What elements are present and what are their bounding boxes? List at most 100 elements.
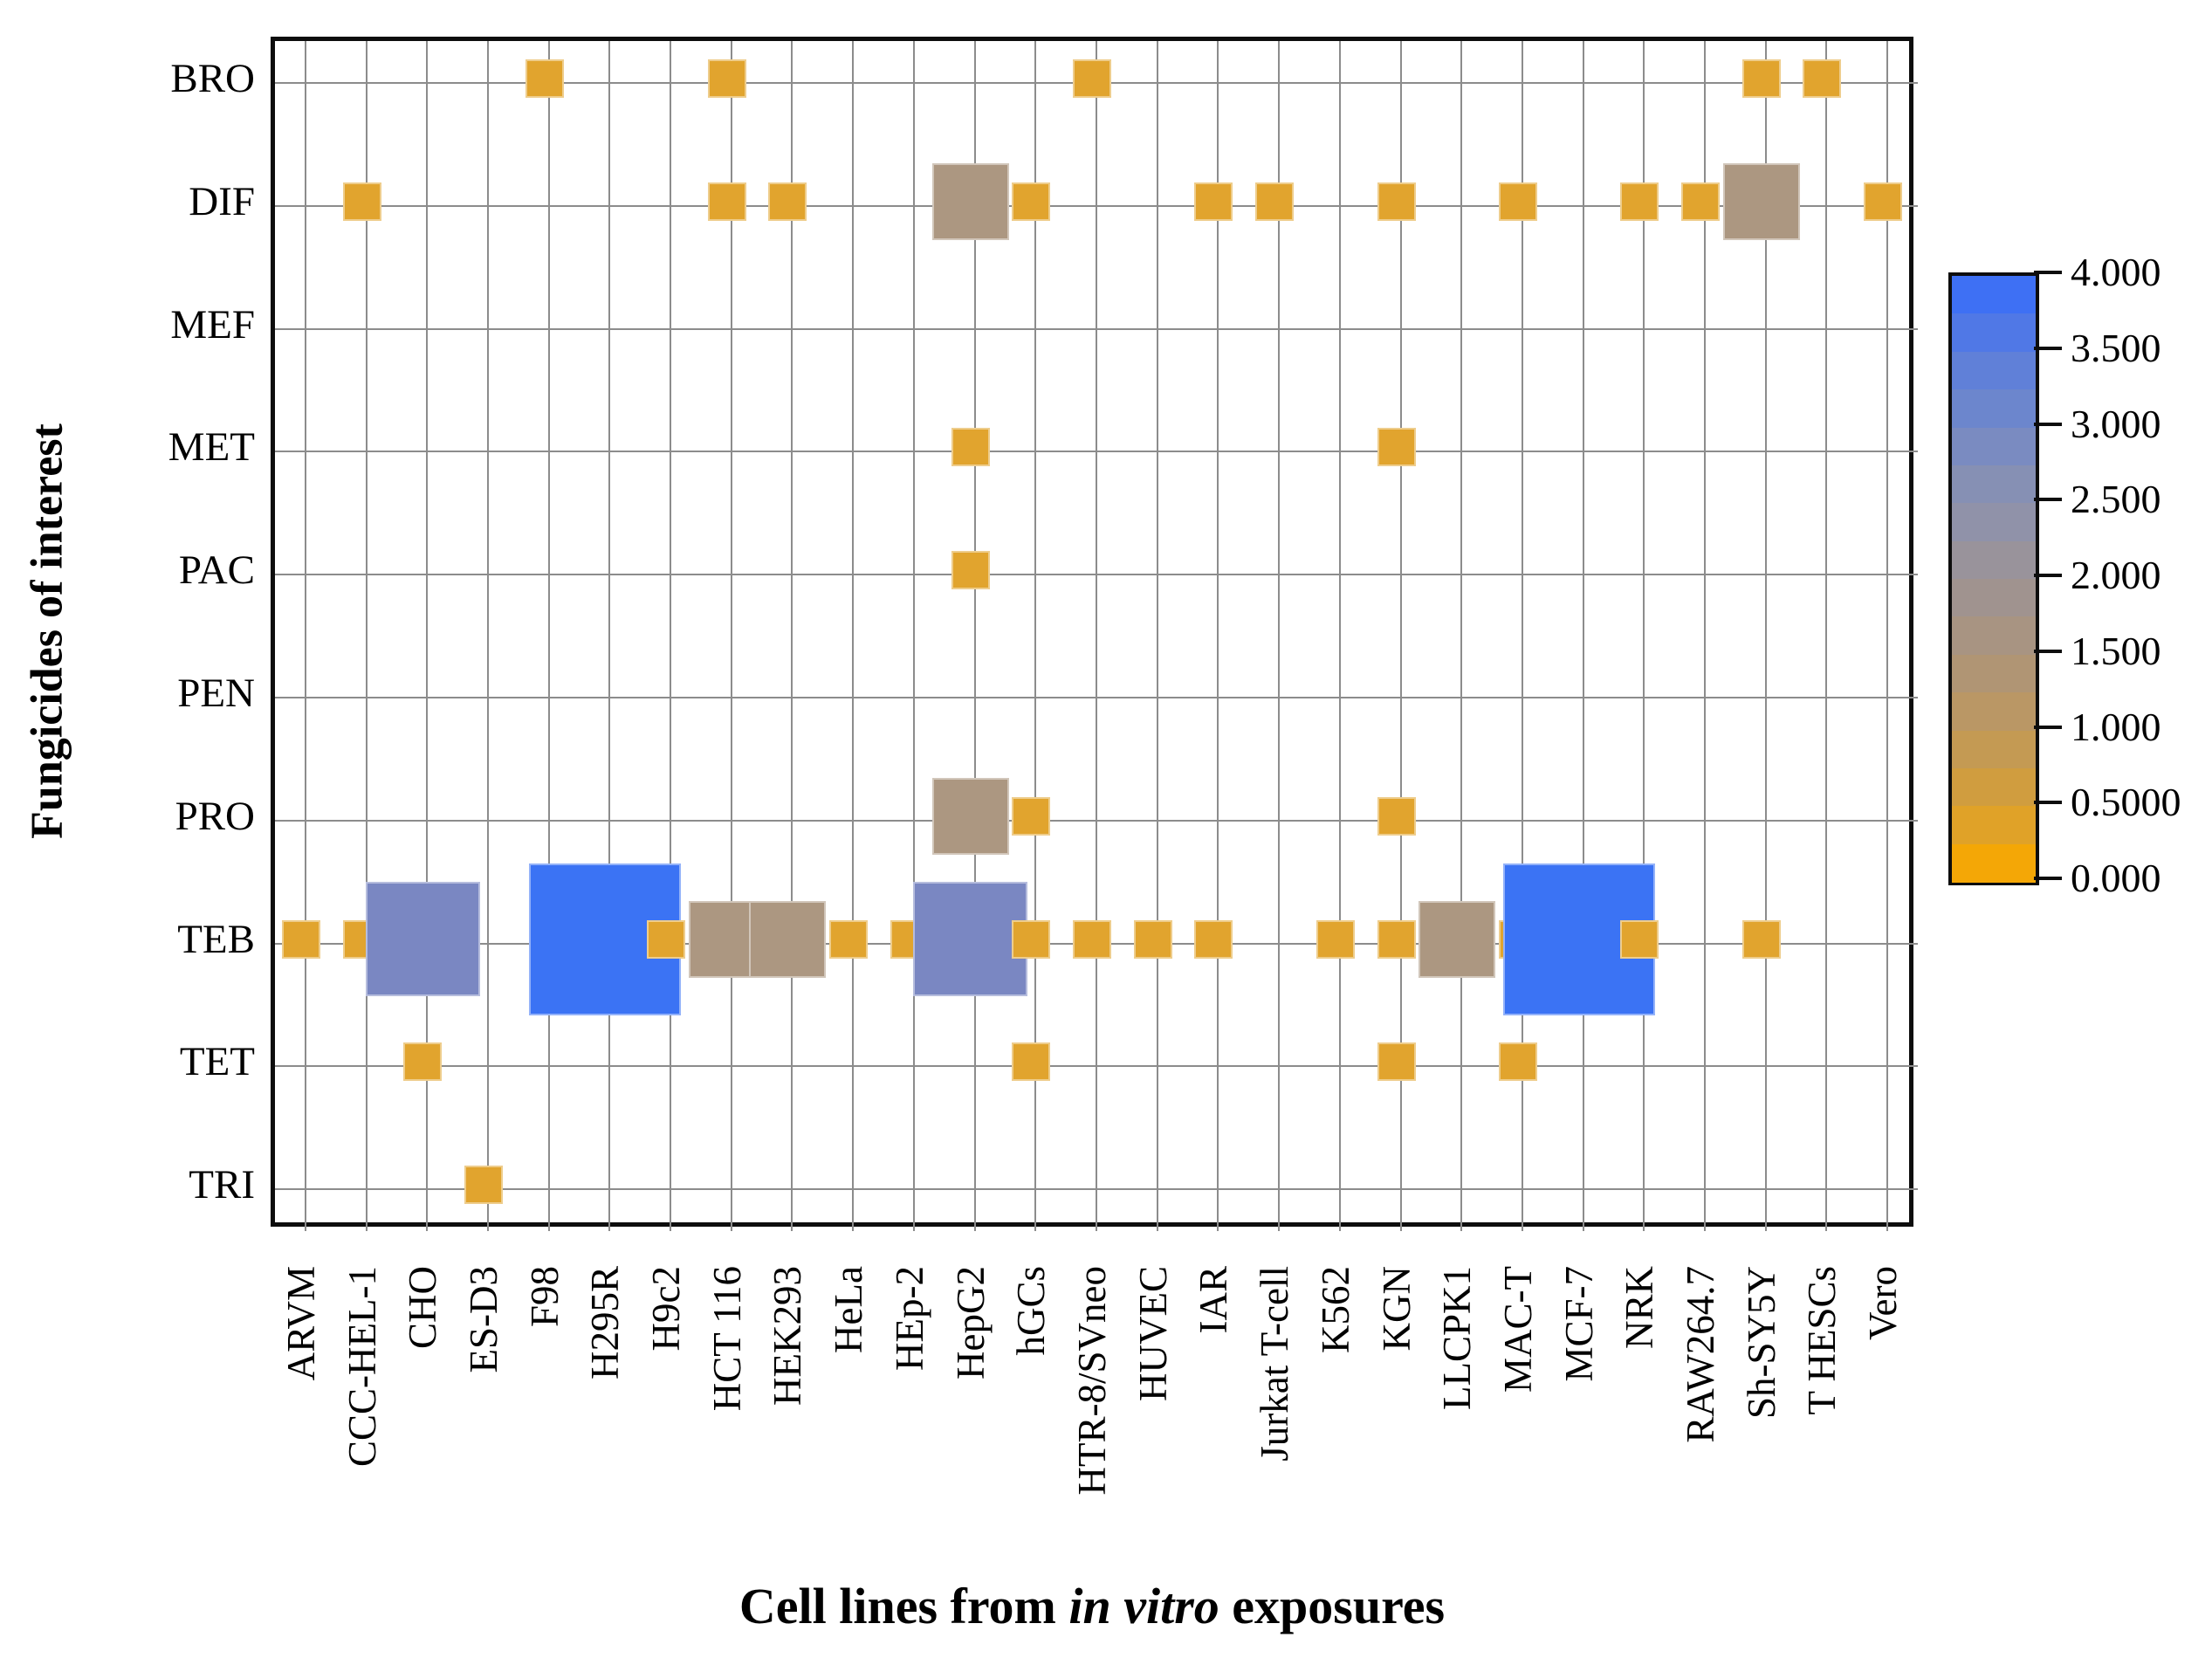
data-point: [1377, 796, 1416, 836]
data-point: [1012, 796, 1051, 836]
gridline-v: [852, 41, 855, 1231]
gridline-v: [1460, 41, 1463, 1231]
colorbar-tick: [2034, 725, 2062, 729]
gridline-v: [547, 41, 550, 1231]
y-tick-label: PAC: [178, 547, 255, 594]
data-point: [281, 919, 320, 959]
gridline-v: [1278, 41, 1281, 1231]
y-tick-label: DIF: [189, 178, 255, 224]
colorbar-band: [1952, 692, 2036, 731]
data-point: [365, 882, 480, 997]
data-point: [342, 182, 381, 221]
x-tick-label: HepG2: [948, 1266, 993, 1379]
gridline-h: [275, 697, 1918, 698]
x-tick-label: hGCs: [1009, 1266, 1054, 1356]
data-point: [931, 777, 1009, 855]
gridline-v: [1217, 41, 1219, 1231]
x-tick-label: ARVM: [278, 1266, 323, 1381]
x-axis-title-post: exposures: [1219, 1578, 1446, 1634]
gridline-v: [486, 41, 489, 1231]
x-tick-label: Jurkat T-cell: [1253, 1266, 1297, 1462]
gridline-v: [1643, 41, 1645, 1231]
gridline-v: [1096, 41, 1097, 1231]
y-tick-label: PEN: [177, 671, 255, 716]
x-tick-label: CCC-HEL-1: [340, 1266, 384, 1467]
x-tick-label: Vero: [1861, 1266, 1906, 1340]
y-tick-label: MEF: [170, 301, 255, 347]
gridline-v: [1582, 41, 1584, 1231]
colorbar-tick-label: 4.000: [2071, 250, 2161, 294]
y-tick-label: TET: [179, 1039, 255, 1085]
data-point: [1741, 919, 1781, 959]
data-point: [1255, 182, 1295, 221]
data-point: [1133, 919, 1172, 959]
data-point: [1419, 900, 1496, 978]
colorbar-tick: [2034, 271, 2062, 274]
x-tick-label: Sh-SY5Y: [1739, 1266, 1783, 1420]
x-tick-label: KGN: [1374, 1266, 1419, 1352]
data-point: [931, 162, 1009, 240]
y-tick-label: TRI: [189, 1162, 255, 1208]
x-tick-label: K562: [1313, 1266, 1357, 1353]
x-tick-label: LLCPK1: [1435, 1266, 1480, 1411]
x-tick-label: IAR: [1192, 1266, 1236, 1334]
gridline-v: [791, 41, 793, 1231]
x-tick-label: H9c2: [644, 1266, 689, 1352]
x-tick-label: HCT 116: [704, 1266, 749, 1412]
colorbar-tick: [2034, 801, 2062, 805]
colorbar-band: [1952, 730, 2036, 769]
data-point: [403, 1042, 443, 1082]
data-point: [1012, 182, 1051, 221]
x-tick-label: F98: [522, 1266, 567, 1328]
colorbar-band: [1952, 389, 2036, 428]
data-point: [749, 900, 827, 978]
gridline-h: [275, 1065, 1918, 1068]
y-tick-label: MET: [168, 424, 255, 471]
gridline-v: [730, 41, 732, 1231]
gridline-v: [304, 41, 306, 1231]
data-point: [1498, 182, 1537, 221]
gridline-h: [275, 1188, 1918, 1191]
colorbar-band: [1952, 843, 2036, 883]
gridline-v: [1704, 41, 1707, 1231]
y-tick-label: BRO: [170, 56, 255, 101]
y-tick-label: PRO: [175, 793, 255, 839]
colorbar-band: [1952, 767, 2036, 807]
x-axis-title-pre: Cell lines from: [738, 1578, 1069, 1634]
data-point: [1620, 919, 1659, 959]
plot-area: [271, 37, 1918, 1231]
gridline-v: [426, 41, 429, 1231]
colorbar-tick: [2034, 498, 2062, 502]
gridline-h: [275, 451, 1918, 453]
x-tick-label: HeLa: [827, 1266, 871, 1353]
data-point: [1012, 919, 1051, 959]
data-point: [1377, 1042, 1416, 1082]
data-point: [829, 919, 869, 959]
data-point: [951, 551, 990, 590]
data-point: [464, 1166, 503, 1205]
colorbar-band: [1952, 503, 2036, 542]
colorbar-tick-label: 3.000: [2071, 401, 2161, 446]
colorbar-tick-label: 2.000: [2071, 553, 2161, 597]
x-tick-label: RAW264.7: [1679, 1266, 1723, 1443]
gridline-v: [1338, 41, 1341, 1231]
x-tick-label: CHO: [401, 1266, 445, 1350]
colorbar-band: [1952, 654, 2036, 693]
gridline-v: [1034, 41, 1037, 1231]
gridline-v: [608, 41, 611, 1231]
data-point: [707, 59, 746, 98]
data-point: [1722, 162, 1800, 240]
colorbar-tick: [2034, 649, 2062, 653]
x-tick-label: MAC-T: [1495, 1266, 1540, 1393]
gridline-v: [912, 41, 915, 1231]
data-point: [768, 182, 807, 221]
gridline-v: [1825, 41, 1828, 1231]
colorbar-band: [1952, 579, 2036, 617]
x-axis-title: Cell lines from in vitro exposures: [271, 1577, 1913, 1635]
gridline-h: [275, 574, 1918, 576]
colorbar-tick-label: 1.500: [2071, 628, 2161, 673]
colorbar-band: [1952, 806, 2036, 845]
colorbar-band: [1952, 427, 2036, 466]
colorbar-tick-label: 2.500: [2071, 477, 2161, 522]
